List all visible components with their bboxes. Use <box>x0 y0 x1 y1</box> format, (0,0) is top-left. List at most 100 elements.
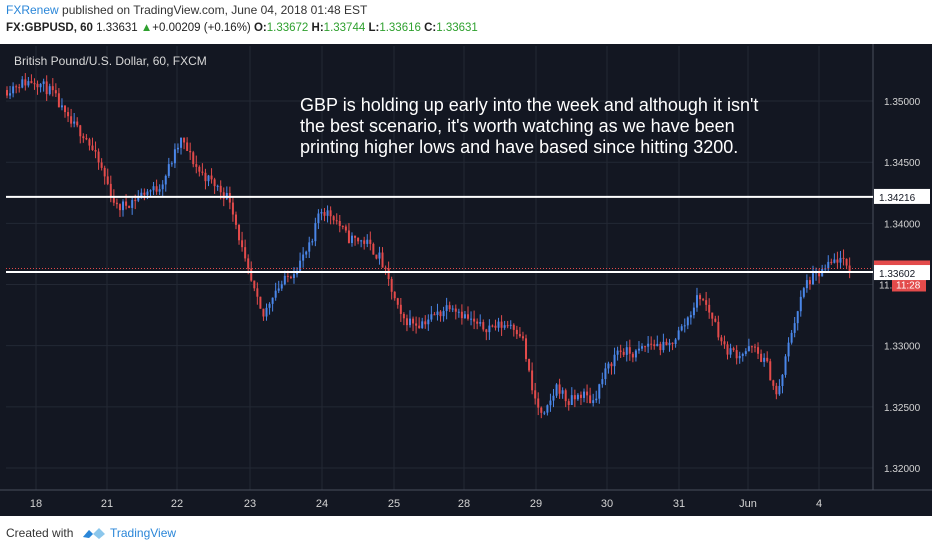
candle-body <box>686 317 689 326</box>
candle-body <box>6 90 8 96</box>
candle-body <box>781 374 784 387</box>
candle-body <box>442 311 445 317</box>
candle <box>158 184 161 195</box>
candle <box>70 108 73 128</box>
candle-body <box>607 363 610 369</box>
candle <box>433 312 436 316</box>
candle-body <box>647 343 650 347</box>
candle <box>503 320 506 330</box>
candle <box>708 298 711 319</box>
candle <box>781 373 784 394</box>
candle <box>567 398 570 411</box>
candle-body <box>332 216 335 221</box>
candle-body <box>839 257 842 263</box>
candle-body <box>418 325 421 329</box>
candle-body <box>292 274 295 278</box>
candle <box>79 124 82 144</box>
countdown-text: 11:28 <box>896 280 921 291</box>
candle <box>213 177 216 194</box>
candle <box>839 250 842 269</box>
candle <box>726 341 729 360</box>
candle-body <box>448 305 451 310</box>
candle-body <box>9 93 12 96</box>
candle <box>650 336 653 350</box>
candle <box>387 261 390 286</box>
candle-body <box>308 242 311 252</box>
footer: Created with TradingView <box>0 516 932 550</box>
candle-body <box>253 280 256 289</box>
candle-body <box>534 390 537 399</box>
price-change: +0.00209 (+0.16%) <box>152 22 251 34</box>
candle-body <box>470 318 473 320</box>
candle-body <box>234 214 237 225</box>
candle-body <box>579 394 582 398</box>
candle <box>152 181 155 196</box>
candle <box>613 347 616 375</box>
candle-body <box>622 351 625 355</box>
candle-body <box>778 386 781 395</box>
candle-body <box>189 150 192 153</box>
candle-body <box>653 344 656 347</box>
candle-body <box>628 347 631 354</box>
candle <box>88 137 91 151</box>
candle-body <box>692 307 695 316</box>
close-value: 1.33631 <box>436 22 478 34</box>
candle-body <box>335 220 338 222</box>
annotation-line: the best scenario, it's worth watching a… <box>300 116 735 136</box>
candle <box>753 343 756 353</box>
candle-body <box>347 230 350 243</box>
candle-body <box>36 83 39 88</box>
candle-body <box>118 204 121 211</box>
candle-body <box>256 288 259 297</box>
candle-body <box>738 355 741 359</box>
candle <box>747 338 750 352</box>
candle <box>320 208 323 221</box>
candle-body <box>793 323 796 333</box>
candle-body <box>567 401 570 405</box>
candle-body <box>512 324 515 330</box>
candle-body <box>350 235 353 243</box>
candle-body <box>747 346 750 352</box>
candle <box>201 163 204 176</box>
candle-body <box>619 350 622 352</box>
candle <box>683 318 686 333</box>
candle <box>238 224 241 245</box>
candle <box>103 165 106 185</box>
candle <box>576 393 579 401</box>
candle <box>268 302 271 315</box>
candle <box>470 311 473 326</box>
candle <box>787 337 790 362</box>
candle <box>149 189 152 197</box>
tradingview-link[interactable]: TradingView <box>110 526 177 540</box>
candle-body <box>616 350 619 355</box>
candle <box>760 349 763 363</box>
candle <box>378 246 381 265</box>
candle <box>723 335 726 349</box>
candle-body <box>384 267 387 269</box>
candle <box>384 265 387 275</box>
candle <box>689 311 692 325</box>
candle <box>241 231 244 252</box>
candle <box>528 358 531 373</box>
candle <box>506 320 509 329</box>
candle <box>631 351 634 363</box>
candle <box>323 208 326 222</box>
candle-body <box>674 339 677 345</box>
candle <box>67 107 70 123</box>
candle-body <box>320 212 323 214</box>
candle-body <box>73 121 76 124</box>
candle <box>625 341 628 362</box>
author-link[interactable]: FXRenew <box>6 3 59 17</box>
candle-body <box>543 412 546 414</box>
candle-body <box>207 175 210 182</box>
candle <box>543 411 546 416</box>
candle-body <box>790 332 793 343</box>
candle <box>183 137 186 150</box>
candle-body <box>21 79 24 88</box>
candle-body <box>173 149 176 164</box>
candle-body <box>637 348 640 351</box>
candle-body <box>564 390 567 402</box>
candle <box>253 280 256 292</box>
candle <box>338 215 341 233</box>
price-chart[interactable]: 1.350001.345001.340001.335001.330001.325… <box>0 44 932 516</box>
